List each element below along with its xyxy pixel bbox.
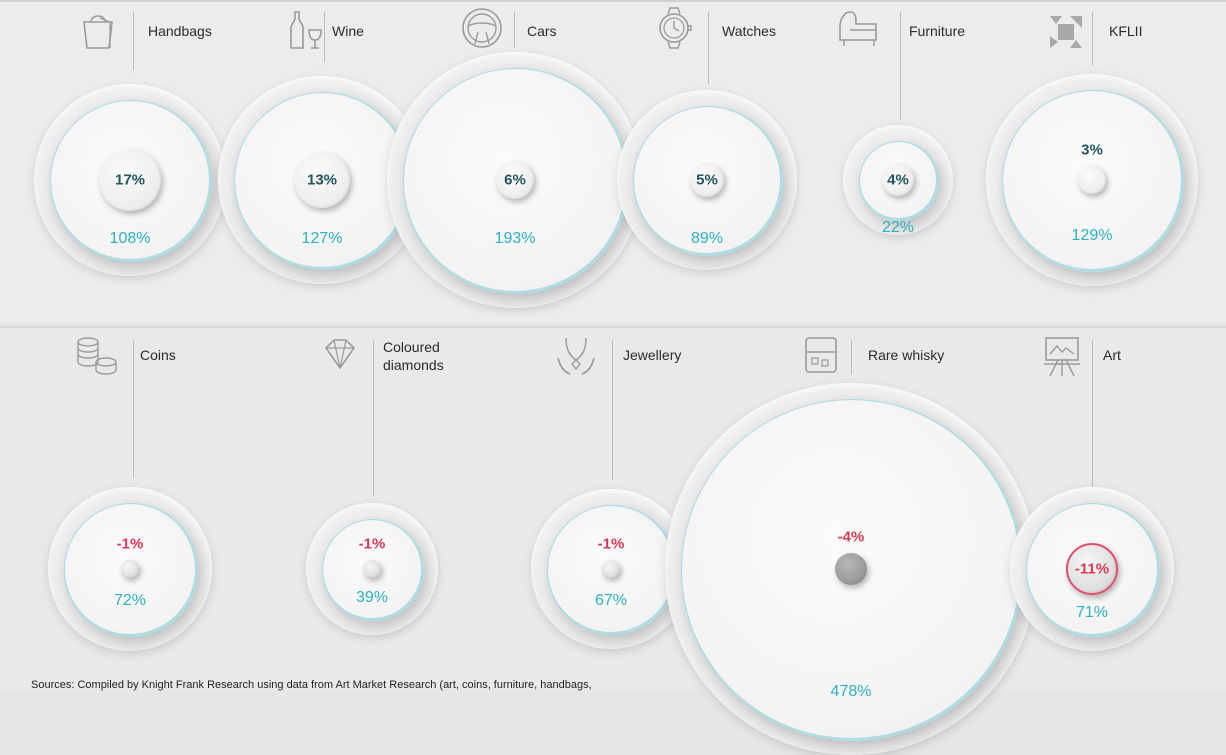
inner-value-furniture: 4% — [887, 171, 909, 189]
leader-line-coloured-diamonds — [373, 340, 374, 496]
inner-bubble-jewellery — [602, 560, 620, 578]
leader-line-jewellery — [612, 340, 613, 480]
outer-value-furniture: 22% — [881, 219, 915, 236]
outer-value-coins: 72% — [113, 592, 147, 609]
inner-value-coloured-diamonds: -1% — [358, 535, 386, 553]
inner-bubble-wine — [294, 152, 350, 208]
whisky-icon — [805, 337, 837, 373]
category-label-art: Art — [1103, 347, 1121, 363]
outer-bubble-coins — [64, 503, 198, 637]
category-label-kflii: KFLII — [1109, 23, 1143, 39]
category-label-rare-whisky: Rare whisky — [868, 347, 945, 363]
inner-bubble-cars — [496, 161, 534, 199]
inner-bubble-watches — [690, 163, 724, 197]
leader-line-coins — [133, 340, 134, 478]
inner-value-art: -11% — [1074, 560, 1110, 578]
leader-line-cars — [514, 12, 515, 48]
inner-value-kflii: 3% — [1081, 141, 1103, 159]
inner-value-handbags: 17% — [114, 171, 146, 189]
inner-value-rare-whisky: -4% — [837, 528, 865, 546]
easel-icon — [1044, 337, 1080, 377]
outer-value-jewellery: 67% — [594, 592, 628, 609]
inner-value-coins: -1% — [116, 535, 144, 553]
inner-bubble-art — [1066, 543, 1118, 595]
outer-value-rare-whisky: 478% — [830, 683, 872, 700]
outer-value-wine: 127% — [301, 230, 343, 247]
inner-bubble-coloured-diamonds — [363, 560, 381, 578]
leader-line-kflii — [1092, 12, 1093, 66]
outer-value-kflii: 129% — [1071, 227, 1113, 244]
necklace-icon — [557, 337, 595, 375]
category-label-handbags: Handbags — [148, 23, 212, 39]
leader-line-furniture — [900, 12, 901, 120]
handbag-icon — [83, 15, 113, 49]
category-label-watches: Watches — [722, 23, 776, 39]
category-label-jewellery: Jewellery — [623, 347, 682, 363]
inner-bubble-furniture — [882, 164, 914, 196]
inner-bubble-handbags — [99, 149, 161, 211]
category-label-coins: Coins — [140, 347, 176, 363]
inner-value-cars: 6% — [504, 171, 526, 189]
outer-value-handbags: 108% — [109, 230, 151, 247]
sofa-icon — [839, 11, 877, 46]
inner-value-wine: 13% — [306, 171, 338, 189]
diamond-icon — [324, 339, 356, 370]
leader-line-watches — [708, 12, 709, 84]
outer-value-watches: 89% — [690, 230, 724, 247]
outer-value-art: 71% — [1075, 604, 1109, 621]
outer-value-coloured-diamonds: 39% — [355, 589, 389, 606]
category-label-furniture: Furniture — [909, 23, 966, 39]
coins-icon — [77, 337, 117, 375]
inner-bubble-rare-whisky — [835, 553, 867, 585]
kfl-logo-icon — [1050, 16, 1082, 48]
category-label-coloured-diamonds: Coloured diamonds — [383, 339, 444, 373]
leader-line-rare-whisky — [851, 340, 852, 374]
category-label-cars: Cars — [527, 23, 557, 39]
watch-icon — [659, 7, 692, 49]
inner-value-jewellery: -1% — [597, 535, 625, 553]
category-label-wine: Wine — [332, 23, 364, 39]
inner-bubble-coins — [121, 560, 139, 578]
inner-value-watches: 5% — [696, 171, 718, 189]
inner-bubble-kflii — [1078, 166, 1106, 194]
sources-note: Sources: Compiled by Knight Frank Resear… — [31, 679, 592, 691]
outer-value-cars: 193% — [494, 230, 536, 247]
leader-line-wine — [324, 12, 325, 62]
leader-line-handbags — [133, 12, 134, 70]
wine-icon — [290, 11, 322, 49]
leader-line-art — [1092, 340, 1093, 486]
steering-wheel-icon — [462, 8, 502, 48]
